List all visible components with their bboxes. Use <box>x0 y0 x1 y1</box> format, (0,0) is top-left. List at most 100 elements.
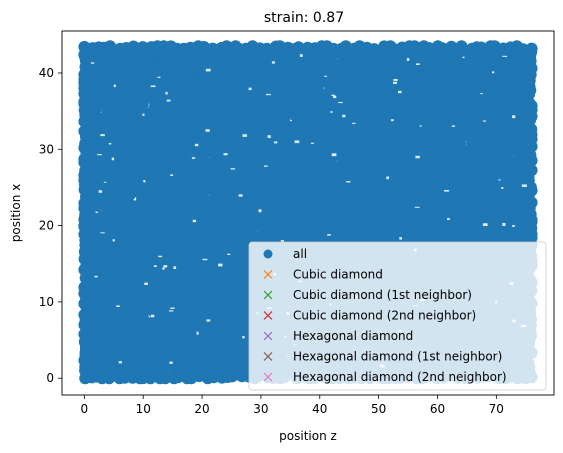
legend-label: Hexagonal diamond (1st neighbor) <box>293 350 502 364</box>
point-gap <box>482 223 488 226</box>
point-gap <box>512 225 515 227</box>
point-gap <box>218 263 223 267</box>
point-gap <box>192 219 197 223</box>
data-point-all <box>198 192 210 205</box>
point-gap <box>444 190 450 192</box>
legend-label: Hexagonal diamond (2nd neighbor) <box>293 370 507 384</box>
x-tick-label: 20 <box>194 402 209 416</box>
point-gap <box>258 209 262 213</box>
point-gap <box>352 122 356 124</box>
legend-label: all <box>293 247 307 261</box>
point-gap <box>294 140 300 144</box>
point-gap <box>169 361 173 364</box>
x-tick-label: 60 <box>430 402 445 416</box>
point-gap <box>242 336 245 339</box>
point-gap <box>170 307 175 309</box>
point-gap <box>170 174 174 176</box>
point-gap <box>94 275 98 278</box>
point-gap <box>501 187 504 189</box>
point-gap <box>144 282 148 285</box>
point-gap <box>97 154 102 156</box>
point-gap <box>116 305 120 307</box>
legend-label: Cubic diamond <box>293 268 383 282</box>
point-gap <box>393 79 398 81</box>
point-gap <box>202 258 208 261</box>
point-gap <box>482 120 487 122</box>
point-gap <box>150 85 156 88</box>
data-point-all <box>136 107 149 120</box>
point-gap <box>391 119 394 122</box>
legend-marker-all <box>263 249 273 259</box>
chart-title: strain: 0.87 <box>264 10 344 26</box>
point-gap <box>406 58 410 61</box>
point-gap <box>521 184 527 187</box>
legend: all Cubic diamond Cubic diamond (1st neigh… <box>248 241 547 391</box>
point-gap <box>398 90 402 94</box>
point-gap <box>480 93 483 95</box>
point-gap <box>502 55 508 57</box>
point-gap <box>415 155 420 159</box>
point-gap <box>162 267 165 270</box>
x-tick-label: 70 <box>489 402 504 416</box>
point-gap <box>238 194 243 197</box>
point-gap <box>447 218 450 220</box>
data-point-all <box>116 251 129 264</box>
point-gap <box>230 168 236 170</box>
point-gap <box>414 206 420 208</box>
point-gap <box>95 211 98 213</box>
data-point-all <box>346 149 359 162</box>
legend-label: Hexagonal diamond <box>293 329 413 343</box>
point-gap <box>263 165 268 167</box>
point-gap <box>267 135 271 138</box>
data-point-all <box>136 41 149 54</box>
x-tick-label: 40 <box>312 402 327 416</box>
point-gap <box>324 75 328 77</box>
point-gap <box>331 153 337 157</box>
point-gap <box>498 179 501 181</box>
point-gap <box>165 91 168 95</box>
point-gap <box>142 113 145 116</box>
point-gap <box>223 153 228 156</box>
point-gap <box>205 68 211 72</box>
point-gap <box>280 240 284 242</box>
data-point-all <box>190 347 203 360</box>
point-gap <box>191 157 196 159</box>
point-gap <box>266 93 271 96</box>
y-tick-label: 20 <box>39 219 54 233</box>
point-gap <box>393 81 397 84</box>
point-gap <box>273 141 278 144</box>
point-gap <box>173 266 177 269</box>
point-gap <box>143 180 146 183</box>
point-gap <box>399 237 402 240</box>
point-gap <box>451 125 455 127</box>
data-point-all <box>354 160 367 173</box>
point-gap <box>310 142 314 144</box>
point-gap <box>346 181 351 183</box>
point-gap <box>206 319 211 322</box>
point-gap <box>502 223 506 226</box>
point-gap <box>227 253 231 255</box>
data-point-all <box>525 42 538 55</box>
point-gap <box>205 129 210 132</box>
point-gap <box>416 63 420 65</box>
point-gap <box>90 62 95 64</box>
point-gap <box>338 101 343 104</box>
point-gap <box>103 181 107 183</box>
point-gap <box>248 87 252 91</box>
point-gap <box>158 255 163 258</box>
point-gap <box>242 134 247 137</box>
point-gap <box>166 99 171 102</box>
point-gap <box>196 331 199 335</box>
point-gap <box>299 54 303 57</box>
y-tick-label: 40 <box>39 66 54 80</box>
point-gap <box>462 56 465 59</box>
point-gap <box>271 61 275 64</box>
point-gap <box>157 76 161 78</box>
point-gap <box>108 143 112 145</box>
x-tick-label: 0 <box>81 402 89 416</box>
point-gap <box>111 157 115 161</box>
point-gap <box>386 176 390 180</box>
point-gap <box>168 310 174 312</box>
y-tick-label: 0 <box>46 371 54 385</box>
